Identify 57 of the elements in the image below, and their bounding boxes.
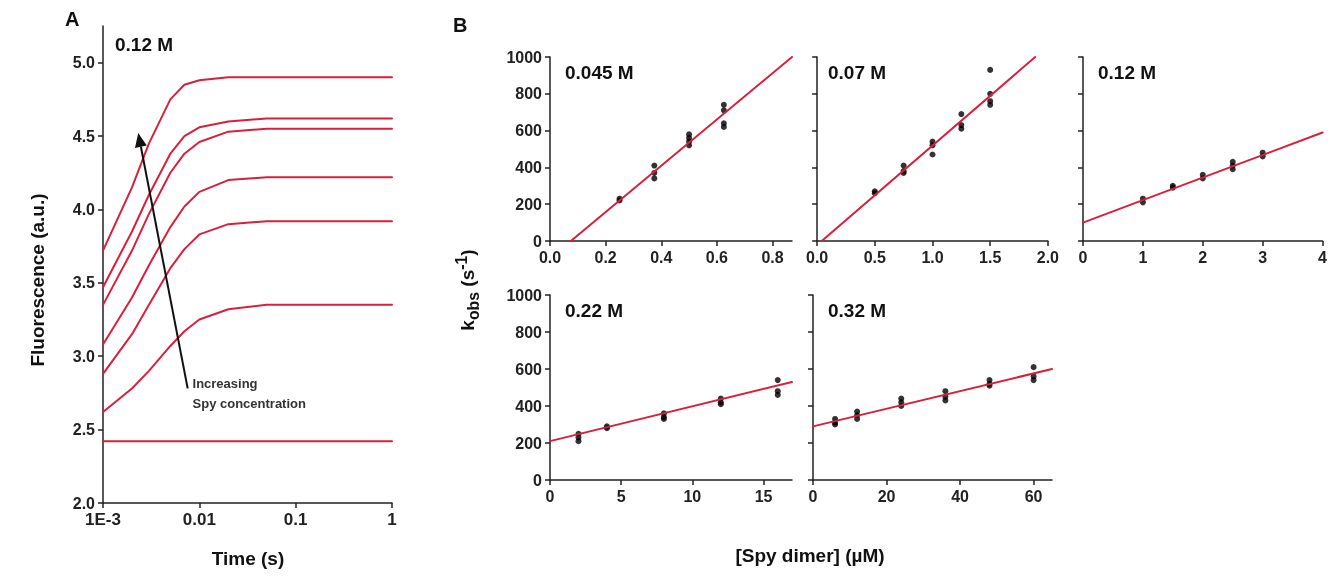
x-tick-label: 0.01: [182, 510, 216, 529]
x-tick-label: 0: [808, 487, 818, 505]
x-tick-label: 1: [1138, 248, 1148, 266]
x-axis-title: [Spy dimer] (µM): [735, 545, 885, 567]
x-tick-label: 0.0: [806, 248, 829, 266]
x-tick-label: 0.2: [594, 248, 617, 266]
chart-subtitle: 0.045 M: [565, 62, 634, 83]
y-tick-label: 3.5: [72, 274, 96, 292]
y-tick-label: 200: [515, 434, 543, 452]
x-tick-label: 40: [951, 487, 970, 505]
x-tick-label: 1: [387, 510, 397, 529]
x-tick-label: 1.0: [921, 248, 944, 266]
x-tick-label: 1E-3: [85, 510, 121, 529]
x-tick-label: 0.0: [538, 248, 562, 266]
x-tick-label: 1.5: [979, 248, 1002, 266]
x-tick-label: 0.1: [283, 510, 308, 529]
x-tick-label: 2: [1198, 248, 1208, 266]
y-tick-label: 5.0: [72, 54, 96, 72]
x-tick-label: 0.5: [863, 248, 887, 266]
x-tick-label: 0.8: [761, 248, 784, 266]
x-tick-label: 4: [1318, 248, 1328, 266]
x-tick-label: 15: [754, 487, 773, 505]
chart-subtitle: 0.07 M: [828, 62, 887, 83]
x-tick-label: 5: [616, 487, 626, 505]
annotation: Increasing Spy concentration: [192, 374, 306, 413]
y-tick-label: 400: [515, 397, 543, 415]
y-tick-label: 3.0: [72, 347, 96, 365]
x-tick-label: 60: [1024, 487, 1043, 505]
y-tick-label: 200: [515, 195, 543, 213]
chart-subtitle: 0.22 M: [565, 300, 624, 321]
y-tick-label: 4.5: [72, 127, 96, 145]
x-tick-label: 3: [1258, 248, 1268, 266]
x-tick-label: 2.0: [1036, 248, 1060, 266]
chart-subtitle: 0.32 M: [828, 300, 887, 321]
y-axis-title: Fluorescence (a.u.): [27, 193, 49, 367]
y-tick-label: 0: [533, 232, 543, 250]
x-tick-label: 0.6: [705, 248, 729, 266]
x-tick-label: 0.4: [650, 248, 673, 266]
y-tick-label: 1000: [506, 286, 543, 304]
y-tick-label: 600: [515, 122, 543, 140]
chart-title: B: [453, 14, 468, 36]
y-tick-label: 0: [533, 471, 543, 489]
y-tick-label: 400: [515, 158, 543, 176]
x-axis-title: Time (s): [211, 548, 285, 570]
x-tick-label: 0: [1078, 248, 1088, 266]
chart-subtitle: 0.12 M: [115, 34, 174, 55]
chart-subtitle: 0.12 M: [1098, 62, 1157, 83]
chart-title: A: [65, 8, 80, 30]
y-tick-label: 1000: [506, 48, 543, 66]
y-tick-label: 600: [515, 360, 543, 378]
y-tick-label: 800: [515, 85, 543, 103]
x-tick-label: 0: [545, 487, 555, 505]
x-tick-label: 20: [877, 487, 896, 505]
y-tick-label: 800: [515, 323, 543, 341]
y-tick-label: 2.5: [72, 421, 96, 439]
x-tick-label: 10: [683, 487, 702, 505]
y-tick-label: 4.0: [72, 200, 96, 218]
